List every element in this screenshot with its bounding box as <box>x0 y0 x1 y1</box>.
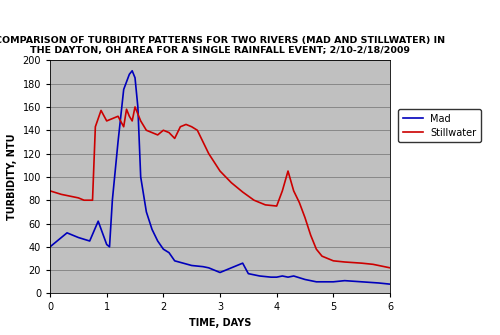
Mad <box>95 219 101 223</box>
Line: Mad: Mad <box>50 71 390 284</box>
Mad <box>330 280 336 284</box>
Stillwater <box>280 189 285 193</box>
Mad <box>135 105 141 109</box>
Mad <box>274 275 280 279</box>
Mad <box>126 72 132 76</box>
Stillwater <box>178 125 184 129</box>
Stillwater <box>144 128 150 132</box>
Stillwater <box>285 169 291 173</box>
Stillwater <box>124 107 130 111</box>
Stillwater <box>228 181 234 185</box>
Stillwater <box>166 131 172 135</box>
Stillwater <box>324 257 330 261</box>
Mad <box>149 227 155 231</box>
Stillwater <box>319 254 325 258</box>
Mad <box>132 76 138 80</box>
Stillwater <box>126 114 132 118</box>
Mad <box>302 277 308 281</box>
Mad <box>86 239 92 243</box>
Mad <box>206 266 212 270</box>
Stillwater <box>47 189 53 193</box>
Mad <box>246 272 252 276</box>
Mad <box>217 270 223 274</box>
Title: COMPARISON OF TURBIDITY PATTERNS FOR TWO RIVERS (MAD AND STILLWATER) IN
THE DAYT: COMPARISON OF TURBIDITY PATTERNS FOR TWO… <box>0 36 445 55</box>
Mad <box>240 261 246 265</box>
Stillwater <box>342 260 347 264</box>
Stillwater <box>274 204 280 208</box>
Stillwater <box>160 128 166 132</box>
Mad <box>342 279 347 283</box>
Mad <box>376 281 382 285</box>
Stillwater <box>358 261 364 265</box>
Stillwater <box>70 195 75 199</box>
Stillwater <box>115 114 121 118</box>
Stillwater <box>76 196 82 200</box>
Mad <box>120 87 126 91</box>
Mad <box>104 243 110 247</box>
Mad <box>314 280 320 284</box>
Line: Stillwater: Stillwater <box>50 107 390 268</box>
Mad <box>358 280 364 284</box>
Stillwater <box>330 259 336 263</box>
X-axis label: TIME, DAYS: TIME, DAYS <box>189 318 251 328</box>
Mad <box>144 210 150 214</box>
Mad <box>166 251 172 255</box>
Stillwater <box>296 201 302 205</box>
Mad <box>280 274 285 278</box>
Mad <box>106 245 112 249</box>
Stillwater <box>206 151 212 155</box>
Stillwater <box>98 109 104 113</box>
Stillwater <box>370 262 376 266</box>
Stillwater <box>81 198 87 202</box>
Mad <box>228 266 234 270</box>
Mad <box>172 259 177 263</box>
Stillwater <box>92 125 98 129</box>
Stillwater <box>154 133 160 137</box>
Mad <box>138 175 143 179</box>
Mad <box>160 247 166 251</box>
Stillwater <box>200 140 206 144</box>
Mad <box>110 198 116 202</box>
Mad <box>188 264 194 268</box>
Stillwater <box>58 192 64 196</box>
Stillwater <box>387 266 393 270</box>
Stillwater <box>314 247 320 251</box>
Stillwater <box>188 125 194 129</box>
Mad <box>200 265 206 269</box>
Stillwater <box>308 233 314 237</box>
Stillwater <box>262 203 268 207</box>
Mad <box>154 239 160 243</box>
Stillwater <box>217 169 223 173</box>
Stillwater <box>194 128 200 132</box>
Legend: Mad, Stillwater: Mad, Stillwater <box>398 109 481 142</box>
Mad <box>76 236 82 240</box>
Stillwater <box>138 119 143 123</box>
Stillwater <box>129 119 135 123</box>
Stillwater <box>90 198 96 202</box>
Mad <box>290 274 296 278</box>
Stillwater <box>183 122 189 126</box>
Mad <box>387 282 393 286</box>
Stillwater <box>251 198 257 202</box>
Stillwater <box>149 131 155 135</box>
Stillwater <box>302 216 308 220</box>
Mad <box>268 275 274 279</box>
Stillwater <box>290 189 296 193</box>
Stillwater <box>132 105 138 109</box>
Mad <box>115 140 121 144</box>
Mad <box>285 275 291 279</box>
Stillwater <box>104 119 110 123</box>
Stillwater <box>120 125 126 129</box>
Mad <box>64 231 70 235</box>
Stillwater <box>240 190 246 194</box>
Stillwater <box>110 117 116 121</box>
Stillwater <box>376 264 382 268</box>
Y-axis label: TURBIDITY, NTU: TURBIDITY, NTU <box>7 134 17 220</box>
Mad <box>129 69 135 73</box>
Stillwater <box>172 136 177 140</box>
Mad <box>256 274 262 278</box>
Mad <box>47 245 53 249</box>
